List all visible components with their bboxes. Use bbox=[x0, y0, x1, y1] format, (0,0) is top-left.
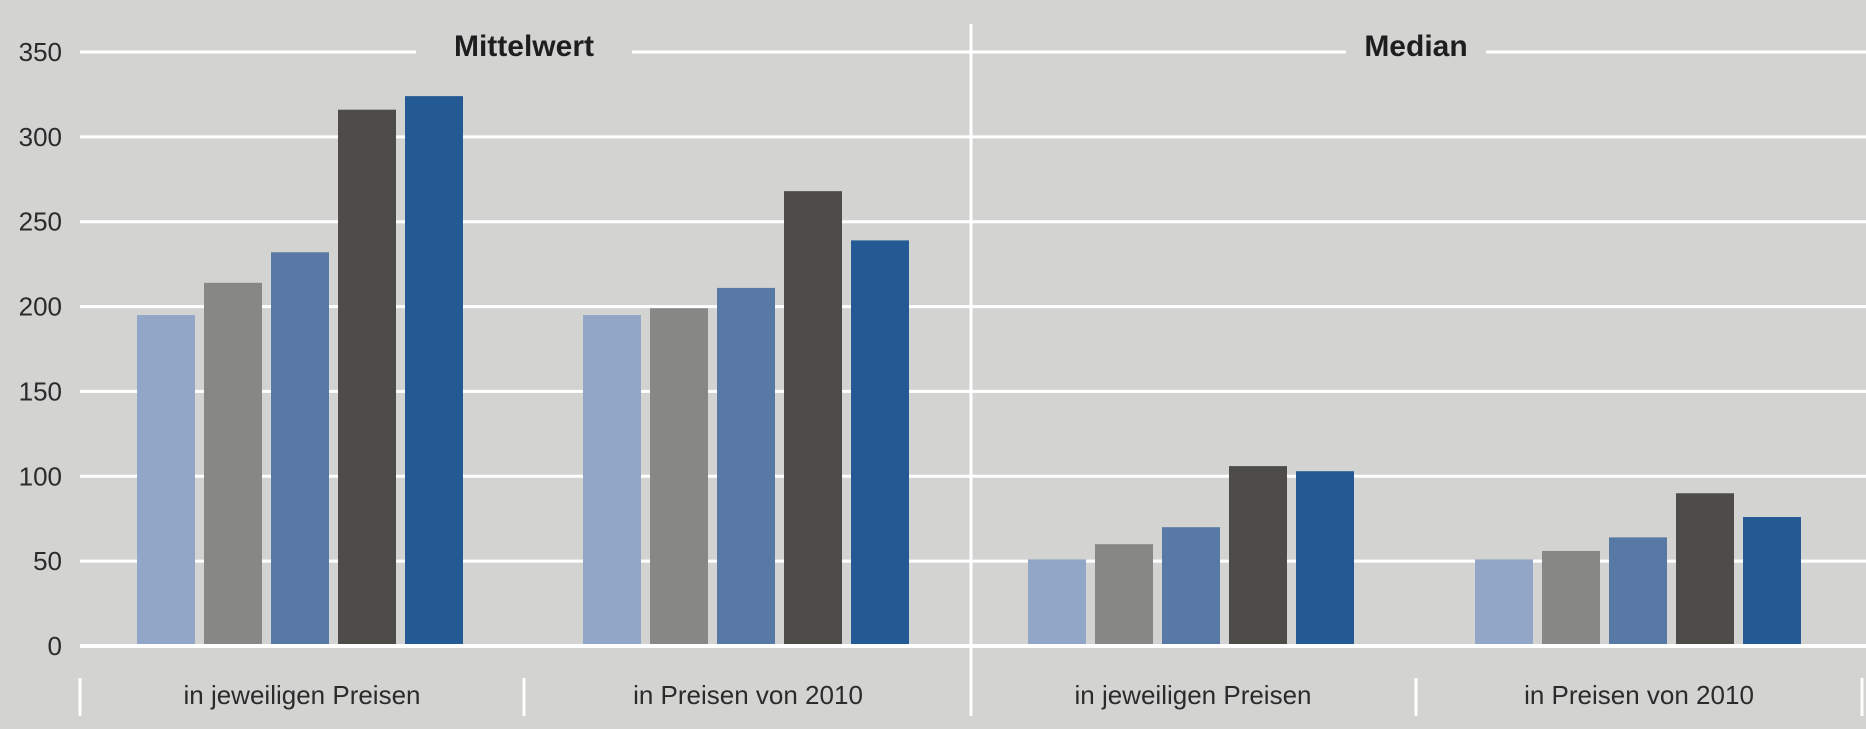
bar bbox=[204, 282, 262, 644]
bar bbox=[1229, 466, 1287, 644]
panel-titles: Mittelwert Median bbox=[416, 26, 1486, 70]
y-tick-label: 200 bbox=[19, 292, 62, 322]
bar bbox=[650, 308, 708, 644]
panel-title: Mittelwert bbox=[454, 30, 594, 63]
category-label: in Preisen von 2010 bbox=[1524, 680, 1754, 710]
bar bbox=[1028, 559, 1086, 644]
bar bbox=[583, 315, 641, 644]
bar bbox=[1542, 550, 1600, 644]
panel-title-mask bbox=[416, 26, 632, 70]
bar bbox=[1609, 537, 1667, 644]
bar bbox=[717, 287, 775, 644]
bar bbox=[1296, 471, 1354, 644]
bar bbox=[1475, 559, 1533, 644]
bar bbox=[1095, 544, 1153, 644]
category-label: in jeweiligen Preisen bbox=[1074, 680, 1311, 710]
category-labels: in jeweiligen Preisen in Preisen von 2010… bbox=[183, 680, 1753, 710]
y-tick-label: 250 bbox=[19, 207, 62, 237]
panel-title: Median bbox=[1364, 30, 1467, 63]
y-tick-label: 0 bbox=[48, 631, 62, 661]
category-label: in jeweiligen Preisen bbox=[183, 680, 420, 710]
y-axis-ticks: 0 50 100 150 200 250 300 350 bbox=[19, 37, 62, 661]
bar bbox=[137, 315, 195, 644]
y-tick-label: 50 bbox=[33, 546, 62, 576]
panel-title-mask bbox=[1346, 26, 1486, 70]
y-tick-label: 350 bbox=[19, 37, 62, 67]
bar bbox=[1162, 527, 1220, 644]
y-tick-label: 100 bbox=[19, 461, 62, 491]
bar bbox=[338, 109, 396, 644]
y-tick-label: 150 bbox=[19, 376, 62, 406]
bar bbox=[1743, 517, 1801, 644]
bar bbox=[851, 240, 909, 644]
bar bbox=[784, 191, 842, 644]
category-label: in Preisen von 2010 bbox=[633, 680, 863, 710]
bar bbox=[405, 96, 463, 644]
bars bbox=[137, 96, 1801, 644]
dividers bbox=[78, 24, 1864, 716]
y-tick-label: 300 bbox=[19, 122, 62, 152]
bar bbox=[1676, 493, 1734, 644]
bar bbox=[271, 252, 329, 644]
